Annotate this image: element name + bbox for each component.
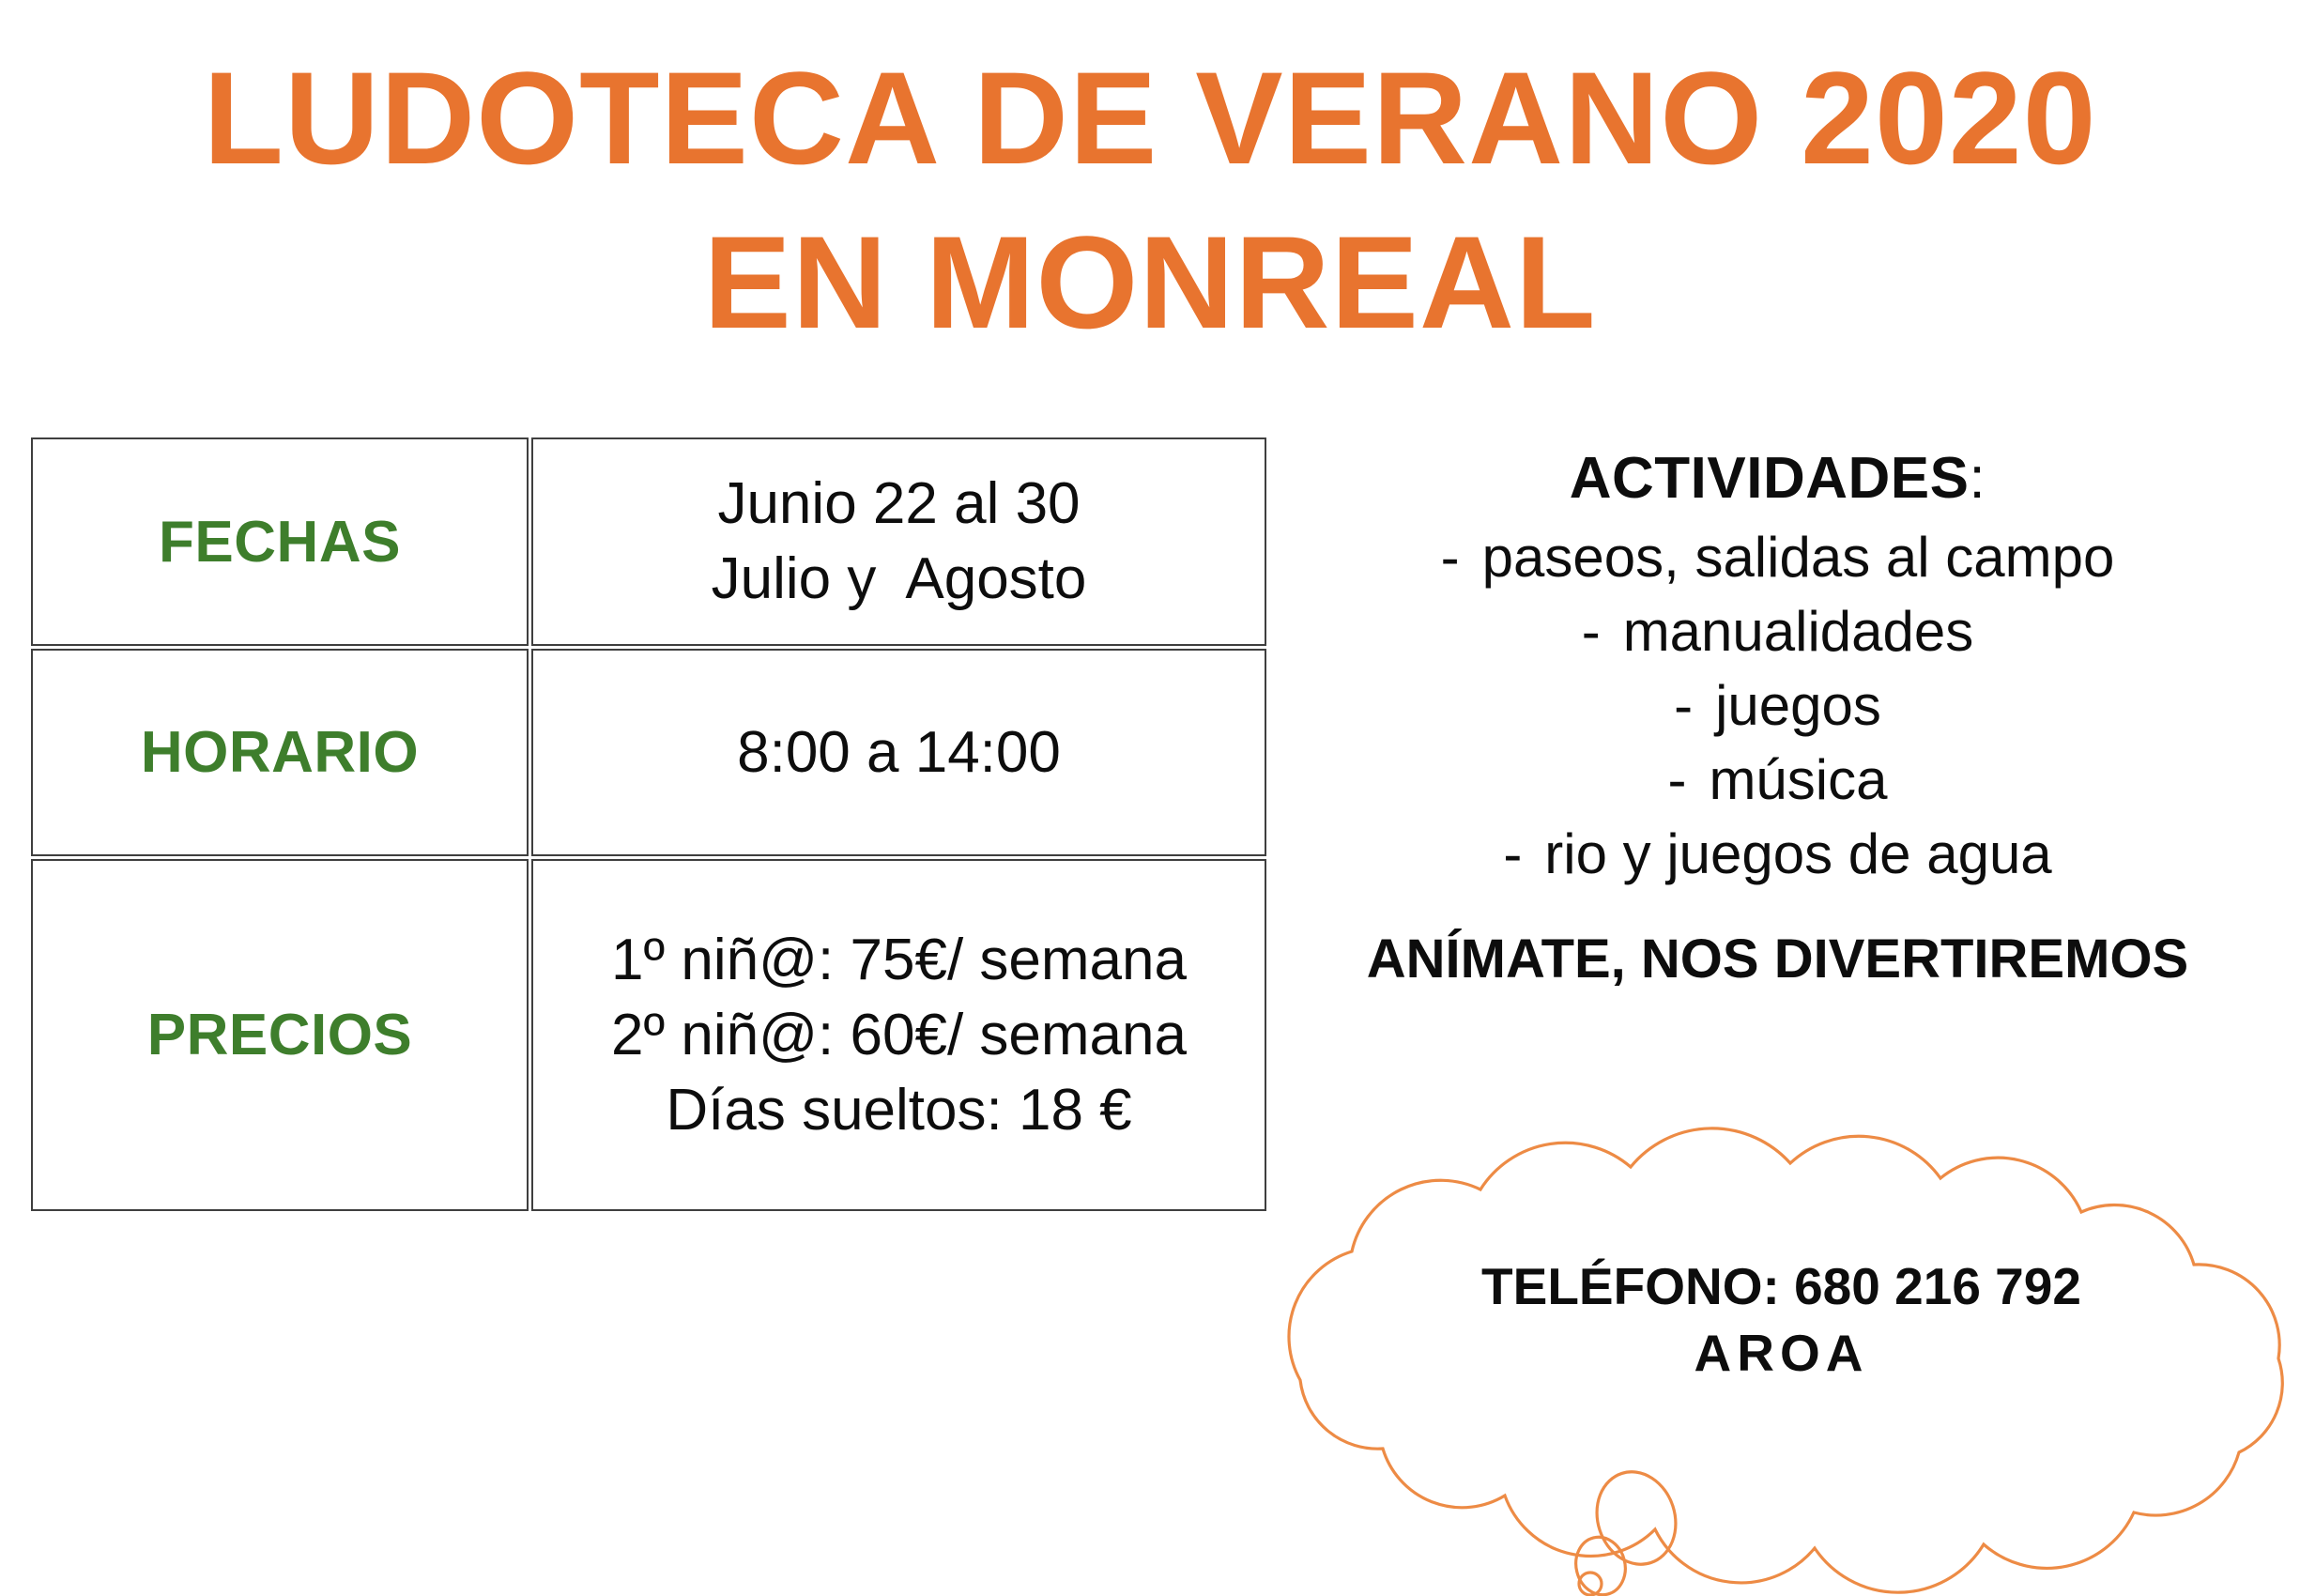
page-title-line1: LUDOTECA DE VERANO 2020 (203, 44, 2097, 192)
slogan-text: ANÍMATE, NOS DIVERTIREMOS (1366, 928, 2189, 990)
dash-bullet: - (1667, 748, 1687, 811)
activity-item: - juegos (1273, 668, 2282, 743)
activities-heading-colon: : (1969, 446, 1986, 511)
cloud-outline (1287, 1127, 2284, 1594)
value-line: Junio 22 al 30 (717, 471, 1081, 536)
contact-name: AROA (1694, 1324, 1869, 1382)
cloud-shape (1287, 1127, 2284, 1596)
table-row-horario: HORARIO 8:00 a 14:00 (31, 649, 1266, 856)
activities-heading: ACTIVIDADES: (1273, 445, 2282, 513)
row-label-horario: HORARIO (31, 649, 529, 856)
dash-bullet: - (1581, 600, 1601, 663)
phone-number: 680 216 792 (1794, 1257, 2081, 1315)
value-line: Días sueltos: 18 € (666, 1077, 1132, 1143)
row-value-fechas: Junio 22 al 30 Julio y Agosto (531, 437, 1266, 646)
info-table: FECHAS Junio 22 al 30 Julio y Agosto HOR… (28, 435, 1269, 1214)
dash-bullet: - (1440, 526, 1460, 589)
row-label-precios: PRECIOS (31, 859, 529, 1211)
row-value-precios: 1º niñ@: 75€/ semana 2º niñ@: 60€/ seman… (531, 859, 1266, 1211)
dash-bullet: - (1503, 822, 1523, 885)
activity-item: - paseos, salidas al campo (1273, 520, 2282, 594)
phone-line: TELÉFONO: 680 216 792 (1263, 1253, 2300, 1320)
thought-tail-bubble-large (1595, 1470, 1678, 1566)
page-title-line2: EN MONREAL (703, 208, 1597, 356)
activity-text: manualidades (1622, 600, 1974, 663)
row-label-fechas: FECHAS (31, 437, 529, 646)
value-line: 8:00 a 14:00 (737, 719, 1061, 785)
activities-heading-text: ACTIVIDADES (1569, 446, 1970, 511)
activity-text: juegos (1715, 674, 1881, 737)
activity-text: rio y juegos de agua (1544, 822, 2052, 885)
activity-item: - manualidades (1273, 594, 2282, 668)
thought-bubble-callout: TELÉFONO: 680 216 792 AROA (1263, 1127, 2300, 1596)
callout-text: TELÉFONO: 680 216 792 AROA (1263, 1253, 2300, 1387)
table-row-precios: PRECIOS 1º niñ@: 75€/ semana 2º niñ@: 60… (31, 859, 1266, 1211)
activity-text: paseos, salidas al campo (1481, 526, 2115, 589)
thought-tail-bubble-medium (1574, 1535, 1627, 1596)
value-line: 1º niñ@: 75€/ semana (611, 927, 1187, 992)
activities-section: ACTIVIDADES: - paseos, salidas al campo -… (1273, 445, 2282, 891)
dash-bullet: - (1674, 674, 1694, 737)
activity-text: música (1709, 748, 1888, 811)
activity-item: - música (1273, 743, 2282, 817)
table-row-fechas: FECHAS Junio 22 al 30 Julio y Agosto (31, 437, 1266, 646)
value-line: 2º niñ@: 60€/ semana (611, 1002, 1187, 1067)
row-value-horario: 8:00 a 14:00 (531, 649, 1266, 856)
activity-item: - rio y juegos de agua (1273, 817, 2282, 891)
thought-tail-bubble-small (1577, 1571, 1603, 1596)
page-title: LUDOTECA DE VERANO 2020 EN MONREAL (0, 36, 2300, 364)
value-line: Julio y Agosto (711, 546, 1087, 611)
phone-label: TELÉFONO: (1481, 1257, 1780, 1315)
